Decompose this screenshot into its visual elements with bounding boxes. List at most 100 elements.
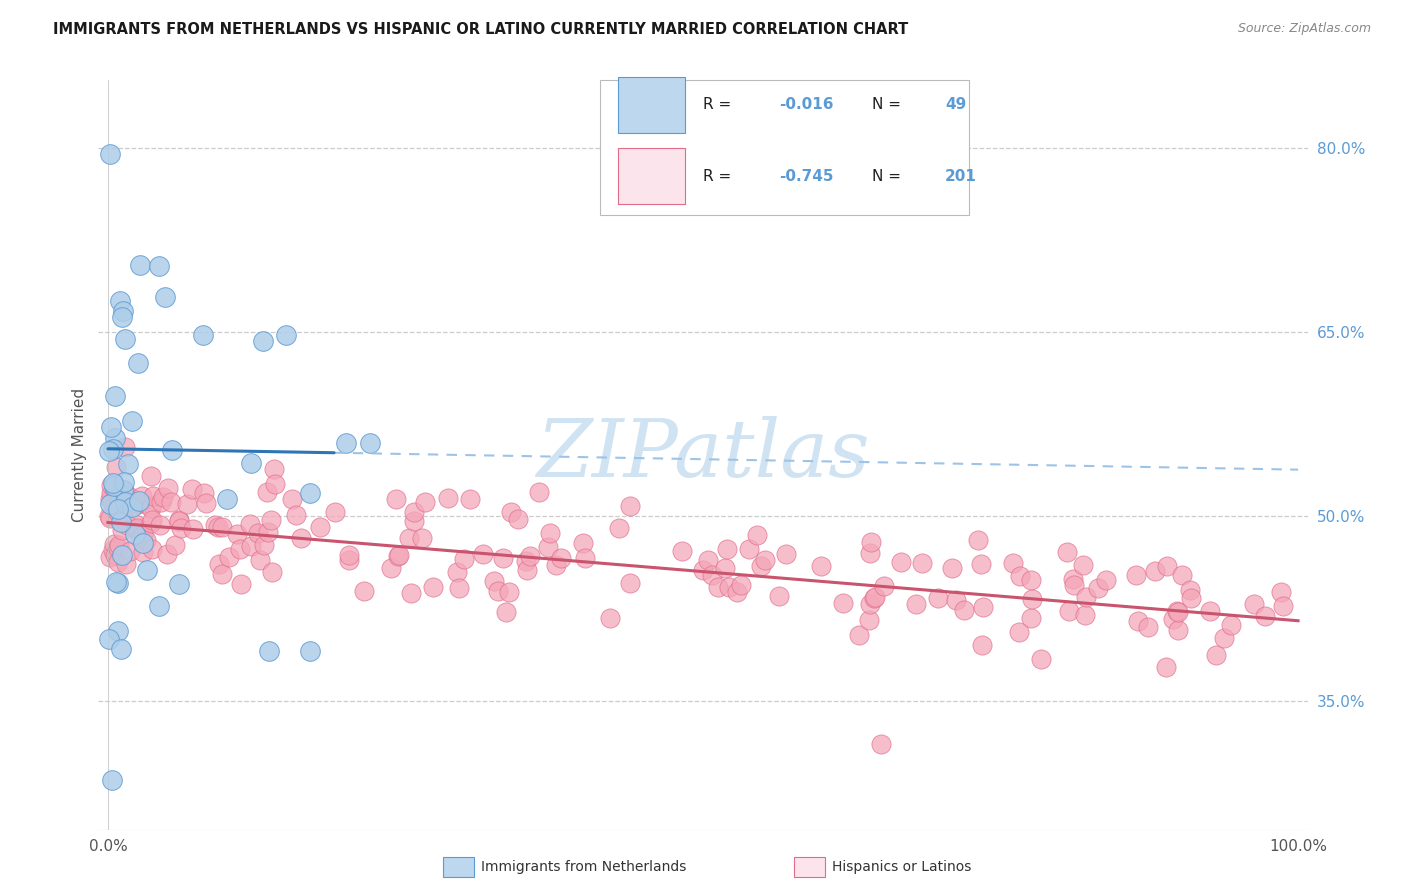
Point xyxy=(484,574,506,588)
Point xyxy=(115,518,138,533)
Point xyxy=(107,541,129,555)
Text: R =: R = xyxy=(703,169,737,184)
Point xyxy=(904,597,927,611)
Text: Hispanics or Latinos: Hispanics or Latinos xyxy=(832,860,972,874)
Point xyxy=(1166,604,1188,618)
Point xyxy=(101,495,124,509)
Point xyxy=(498,585,520,599)
Point xyxy=(114,332,136,346)
Point xyxy=(239,456,262,470)
Point xyxy=(105,504,128,518)
Point xyxy=(159,495,181,509)
Point xyxy=(167,513,190,527)
Point xyxy=(142,489,165,503)
Point xyxy=(152,490,174,504)
Point xyxy=(1161,612,1184,626)
Point xyxy=(101,475,124,490)
Point xyxy=(415,495,437,509)
Point xyxy=(107,501,129,516)
Point xyxy=(118,544,141,558)
Point xyxy=(105,575,128,590)
Point xyxy=(204,517,226,532)
Point xyxy=(865,591,887,605)
Point xyxy=(544,558,567,573)
Text: 201: 201 xyxy=(945,169,977,184)
Point xyxy=(692,563,714,577)
FancyBboxPatch shape xyxy=(600,80,969,215)
Point xyxy=(671,543,693,558)
Point xyxy=(398,532,420,546)
Text: -0.745: -0.745 xyxy=(779,169,834,184)
Point xyxy=(141,512,163,526)
FancyBboxPatch shape xyxy=(619,148,685,204)
Point xyxy=(1156,660,1178,674)
Point xyxy=(240,539,263,553)
Text: IMMIGRANTS FROM NETHERLANDS VS HISPANIC OR LATINO CURRENTLY MARRIED CORRELATION : IMMIGRANTS FROM NETHERLANDS VS HISPANIC … xyxy=(53,22,908,37)
Point xyxy=(380,560,402,574)
Point xyxy=(107,576,129,591)
Point xyxy=(574,551,596,566)
Y-axis label: Currently Married: Currently Married xyxy=(72,388,87,522)
Point xyxy=(110,642,132,657)
Point xyxy=(114,514,136,528)
Point xyxy=(98,444,121,458)
Point xyxy=(1205,648,1227,662)
Point xyxy=(387,549,409,563)
Point xyxy=(104,431,127,445)
Point xyxy=(1074,591,1097,605)
Point xyxy=(128,531,150,545)
Point xyxy=(148,260,170,274)
Point xyxy=(831,596,853,610)
Point xyxy=(215,492,238,507)
Point xyxy=(1220,618,1243,632)
Point xyxy=(290,531,312,545)
Point xyxy=(149,518,172,533)
Point xyxy=(260,513,283,527)
Point xyxy=(945,593,967,607)
Point xyxy=(486,584,509,599)
Point xyxy=(399,586,422,600)
Point xyxy=(745,528,768,542)
Point xyxy=(1270,584,1292,599)
Point xyxy=(101,542,124,557)
Point xyxy=(1254,609,1277,624)
Point xyxy=(139,516,162,531)
Point xyxy=(749,559,772,574)
Point xyxy=(1071,558,1094,572)
Point xyxy=(117,457,139,471)
Point xyxy=(112,501,135,516)
Point xyxy=(256,484,278,499)
Point xyxy=(941,561,963,575)
Point xyxy=(100,420,122,434)
Point xyxy=(458,492,481,507)
Point xyxy=(1128,614,1150,628)
Text: 49: 49 xyxy=(945,96,966,112)
Point xyxy=(1167,623,1189,637)
Point xyxy=(707,580,730,594)
Point xyxy=(1125,567,1147,582)
Point xyxy=(538,526,561,541)
Point xyxy=(863,591,886,606)
Text: R =: R = xyxy=(703,96,737,112)
Point xyxy=(127,497,149,511)
Point xyxy=(1095,573,1118,587)
Point xyxy=(607,521,630,535)
Point xyxy=(100,486,122,500)
Point xyxy=(107,484,129,499)
Point xyxy=(260,565,283,579)
Point xyxy=(1143,564,1166,578)
Point xyxy=(263,477,285,491)
Point xyxy=(98,510,121,524)
Point xyxy=(98,147,121,161)
Point xyxy=(125,521,148,535)
Point xyxy=(335,435,357,450)
Point xyxy=(129,258,152,272)
Point xyxy=(1001,556,1024,570)
Point xyxy=(257,644,280,658)
Point xyxy=(110,515,132,529)
Point xyxy=(619,576,641,591)
FancyBboxPatch shape xyxy=(619,77,685,133)
Point xyxy=(1199,604,1222,618)
Point xyxy=(402,505,425,519)
Point xyxy=(506,512,529,526)
